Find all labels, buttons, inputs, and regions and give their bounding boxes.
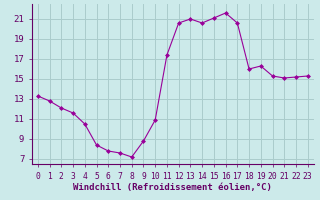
X-axis label: Windchill (Refroidissement éolien,°C): Windchill (Refroidissement éolien,°C) [73, 183, 272, 192]
